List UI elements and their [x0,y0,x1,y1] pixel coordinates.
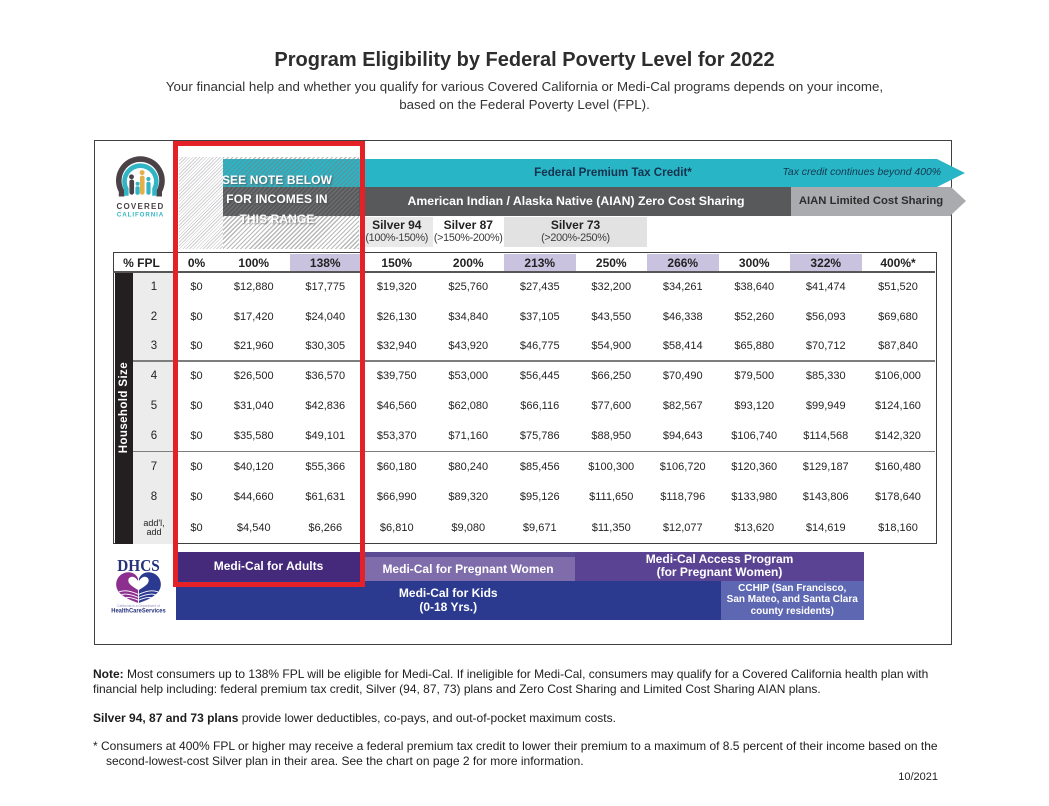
svg-text:COVERED: COVERED [117,202,165,211]
svg-text:DHCS: DHCS [117,556,160,575]
svg-text:HealthCareServices: HealthCareServices [111,608,166,615]
svg-text:California is a Department of: California is a Department of [117,604,160,608]
svg-text:CALIFORNIA: CALIFORNIA [117,211,164,218]
